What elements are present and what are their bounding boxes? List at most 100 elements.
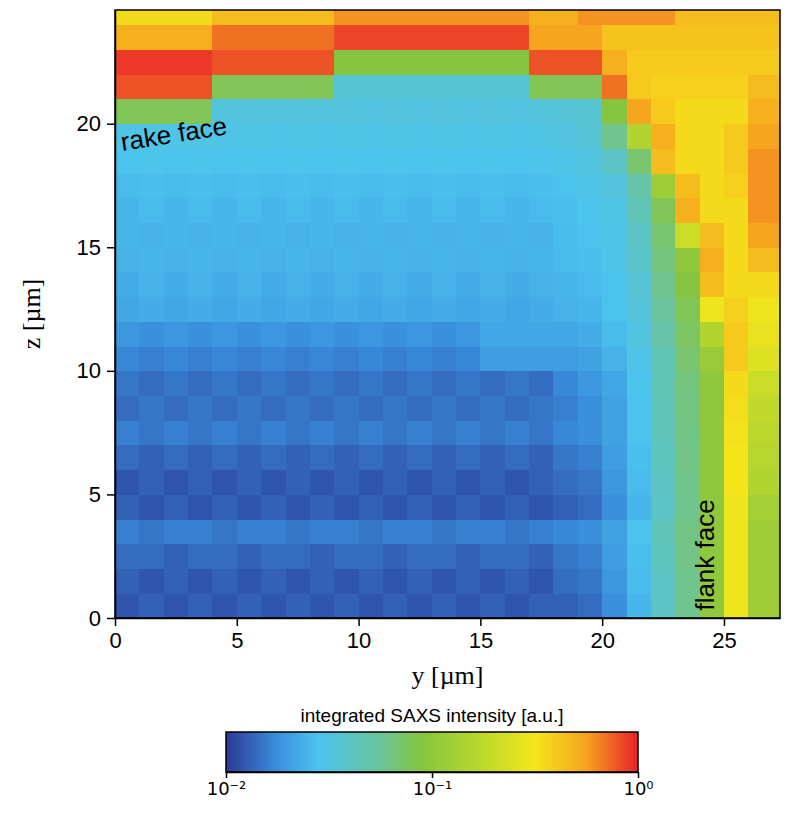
cell	[553, 544, 578, 569]
cell	[529, 173, 554, 198]
cell	[432, 124, 457, 149]
cell	[359, 593, 384, 618]
cell	[383, 445, 408, 470]
cell	[651, 569, 676, 594]
tick-label: 10⁰	[623, 778, 653, 799]
cell	[359, 494, 384, 519]
cell	[602, 198, 627, 223]
cell	[627, 569, 652, 594]
cell	[115, 173, 140, 198]
cell	[675, 420, 700, 445]
tick-label: 15	[469, 628, 493, 653]
tick: 25	[712, 618, 736, 653]
cell	[261, 569, 286, 594]
cell	[310, 247, 335, 272]
cell	[334, 74, 359, 99]
cell	[188, 173, 213, 198]
cell	[115, 297, 140, 322]
colorbar-axis: 10⁻²10⁻¹10⁰	[207, 772, 654, 799]
cell	[651, 321, 676, 346]
cell	[310, 346, 335, 371]
cell	[286, 470, 311, 495]
cell	[456, 272, 481, 297]
cell	[310, 25, 335, 50]
cell	[456, 25, 481, 50]
cell	[529, 223, 554, 248]
cell	[456, 420, 481, 445]
cell	[115, 74, 140, 99]
cell	[675, 124, 700, 149]
cell	[432, 494, 457, 519]
cell	[553, 470, 578, 495]
cell	[188, 519, 213, 544]
cell	[286, 544, 311, 569]
cell	[359, 519, 384, 544]
cell	[553, 74, 578, 99]
cell	[480, 420, 505, 445]
cell	[602, 50, 627, 75]
cell	[383, 247, 408, 272]
cell	[651, 50, 676, 75]
cell	[480, 50, 505, 75]
cell	[164, 544, 189, 569]
cell	[139, 223, 164, 248]
cell	[480, 569, 505, 594]
cell	[456, 50, 481, 75]
cell	[480, 272, 505, 297]
cell	[383, 321, 408, 346]
cell	[651, 470, 676, 495]
cell	[359, 272, 384, 297]
cell	[724, 74, 749, 99]
annotation: flank face	[690, 499, 720, 610]
cell	[456, 544, 481, 569]
cell	[115, 519, 140, 544]
cell	[212, 569, 237, 594]
y-axis-title: z [µm]	[17, 279, 46, 350]
cell	[188, 346, 213, 371]
cell	[724, 247, 749, 272]
cell	[188, 247, 213, 272]
cell	[164, 173, 189, 198]
cell	[237, 297, 262, 322]
cell	[237, 124, 262, 149]
cell	[553, 223, 578, 248]
tick-label: 15	[77, 235, 101, 260]
cell	[748, 544, 780, 569]
cell	[748, 247, 780, 272]
cell	[700, 173, 725, 198]
cell	[407, 272, 432, 297]
cell	[383, 173, 408, 198]
cell	[212, 420, 237, 445]
cell	[700, 396, 725, 421]
cell	[261, 420, 286, 445]
cell	[310, 593, 335, 618]
cell	[748, 346, 780, 371]
cell	[456, 247, 481, 272]
cell	[724, 593, 749, 618]
cell	[359, 223, 384, 248]
cell	[675, 371, 700, 396]
cell	[164, 519, 189, 544]
cell	[115, 247, 140, 272]
cell	[724, 494, 749, 519]
cell	[432, 50, 457, 75]
cell	[724, 346, 749, 371]
cell	[383, 470, 408, 495]
cell	[212, 321, 237, 346]
cell	[529, 25, 554, 50]
cell	[212, 223, 237, 248]
cell	[627, 420, 652, 445]
cell	[480, 74, 505, 99]
cell	[505, 420, 530, 445]
cell	[456, 74, 481, 99]
cell	[675, 297, 700, 322]
cell	[724, 297, 749, 322]
cell	[578, 470, 603, 495]
tick-label: 20	[77, 111, 101, 136]
cell	[724, 321, 749, 346]
cell	[334, 148, 359, 173]
cell	[164, 148, 189, 173]
cell	[505, 50, 530, 75]
cell	[115, 223, 140, 248]
cell	[432, 593, 457, 618]
